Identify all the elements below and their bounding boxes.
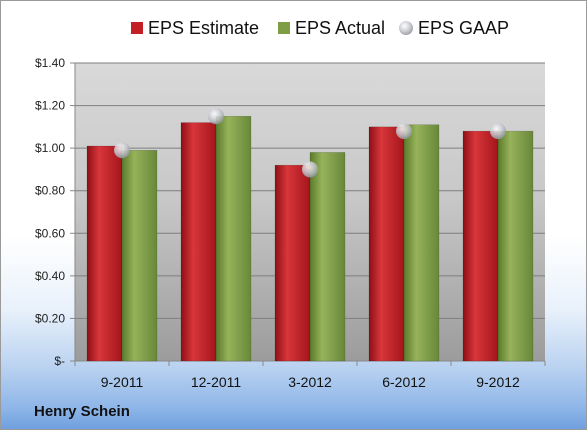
bar-actual	[121, 150, 158, 362]
bar-actual	[497, 130, 534, 362]
y-tick-label: $1.40	[35, 56, 65, 70]
y-tick-label: $0.40	[35, 269, 65, 283]
bar-estimate	[86, 145, 123, 362]
legend-swatch-gaap	[399, 21, 413, 35]
legend: EPS Estimate EPS Actual EPS GAAP	[131, 18, 509, 38]
x-tick-label: 9-2012	[476, 374, 520, 390]
y-tick-label: $0.20	[35, 311, 65, 325]
bar-estimate	[180, 122, 217, 362]
y-tick-label: $1.20	[35, 99, 65, 113]
bar-actual	[403, 124, 440, 362]
x-tick-label: 6-2012	[382, 374, 426, 390]
gaap-markers	[114, 108, 506, 178]
bar-actual	[309, 152, 346, 362]
gaap-marker	[396, 123, 412, 140]
x-tick-label: 12-2011	[191, 374, 242, 390]
y-tick-label: $-	[54, 354, 65, 368]
legend-label-actual: EPS Actual	[295, 18, 385, 38]
legend-swatch-actual	[278, 22, 290, 34]
company-name: Henry Schein	[34, 403, 130, 420]
gaap-marker	[490, 123, 506, 140]
x-tick-label: 9-2011	[101, 374, 144, 390]
bars	[86, 115, 534, 362]
gaap-marker	[208, 108, 224, 125]
legend-label-estimate: EPS Estimate	[148, 18, 259, 38]
bar-estimate	[462, 130, 499, 362]
y-tick-label: $1.00	[35, 141, 65, 155]
legend-label-gaap: EPS GAAP	[418, 18, 509, 38]
y-axis-ticks: $- $0.20 $0.40 $0.60 $0.80 $1.00 $1.20 $1.40	[35, 56, 75, 368]
gaap-marker	[114, 142, 130, 159]
x-tick-label: 3-2012	[288, 374, 332, 390]
legend-swatch-estimate	[131, 22, 143, 34]
x-axis-ticks: 9-2011 12-2011 3-2012 6-2012 9-2012	[74, 361, 546, 390]
y-tick-label: $0.60	[35, 226, 65, 240]
bar-estimate	[368, 126, 405, 362]
bar-estimate	[274, 164, 311, 362]
gaap-marker	[302, 161, 318, 178]
bar-actual	[215, 115, 252, 362]
y-tick-label: $0.80	[35, 184, 65, 198]
